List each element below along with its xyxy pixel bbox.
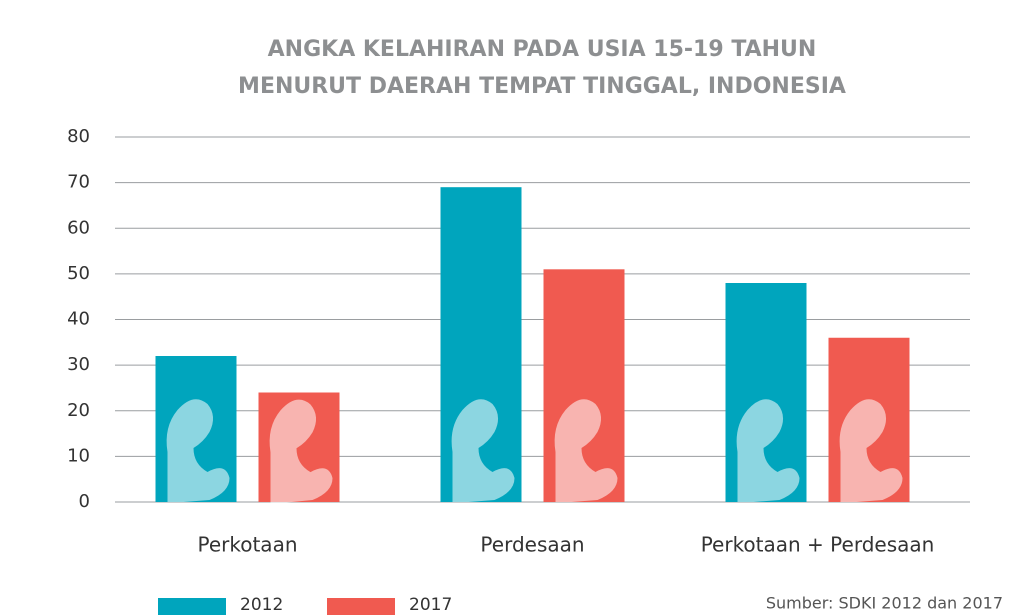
y-tick-label: 80: [67, 126, 90, 147]
x-tick-label: Perdesaan: [480, 533, 584, 557]
silhouette: [166, 399, 230, 502]
y-tick-label: 0: [79, 491, 90, 512]
silhouette: [736, 399, 800, 502]
legend-swatch: [158, 598, 226, 615]
silhouette-shape: [736, 399, 800, 502]
silhouette-shape: [554, 399, 618, 502]
y-tick-label: 50: [67, 263, 90, 284]
legend-label: 2012: [240, 595, 283, 615]
y-tick-label: 20: [67, 400, 90, 421]
silhouette-shape: [839, 399, 903, 502]
silhouette: [554, 399, 618, 502]
y-tick-label: 70: [67, 172, 90, 193]
source: Sumber: SDKI 2012 dan 2017: [766, 594, 1003, 613]
chart-title: MENURUT DAERAH TEMPAT TINGGAL, INDONESIA: [238, 74, 846, 99]
y-tick-label: 40: [67, 309, 90, 330]
y-tick-label: 30: [67, 354, 90, 375]
silhouette: [451, 399, 515, 502]
x-tick-label: Perkotaan + Perdesaan: [701, 533, 935, 557]
silhouette-shape: [166, 399, 230, 502]
y-tick-label: 10: [67, 445, 90, 466]
silhouette: [269, 399, 333, 503]
silhouette-shape: [269, 399, 333, 503]
chart-title: ANGKA KELAHIRAN PADA USIA 15-19 TAHUN: [268, 37, 817, 62]
x-tick-label: Perkotaan: [197, 533, 297, 557]
legend-label: 2017: [409, 595, 452, 615]
y-tick-label: 60: [67, 217, 90, 238]
silhouette-shape: [451, 399, 515, 502]
legend-swatch: [327, 598, 395, 615]
silhouette: [839, 399, 903, 502]
